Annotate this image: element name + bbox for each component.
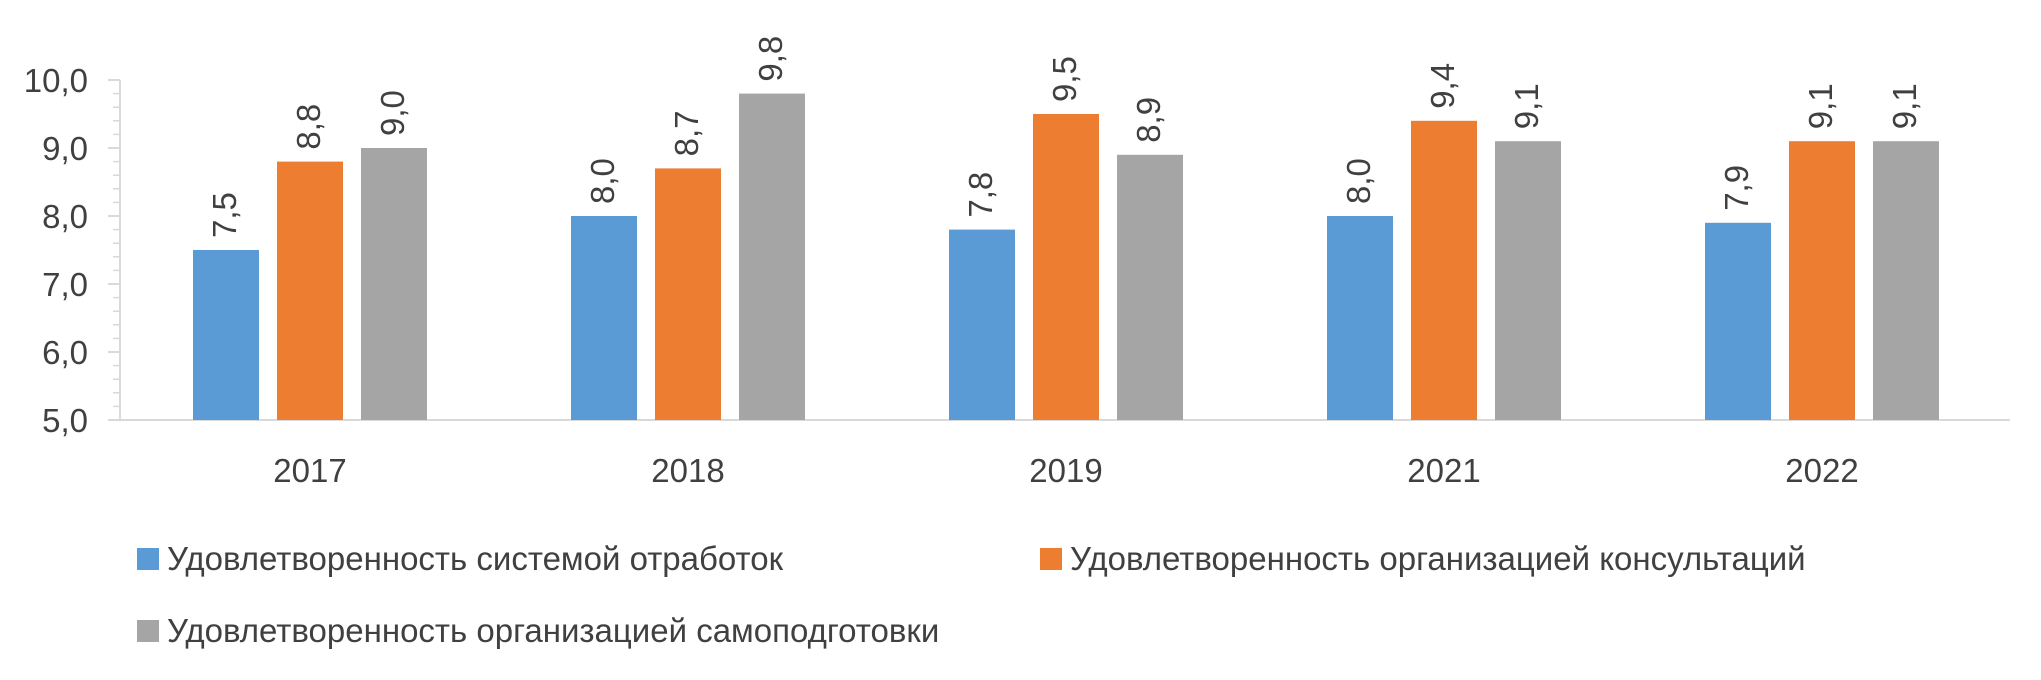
- x-tick-label: 2017: [273, 452, 346, 489]
- bar: [1495, 141, 1561, 420]
- bar: [1705, 222, 1771, 420]
- bar: [1117, 154, 1183, 421]
- bar: [1873, 141, 1939, 420]
- x-tick-label: 2022: [1785, 452, 1858, 489]
- data-label: 7,8: [962, 172, 999, 218]
- y-tick-label: 8,0: [42, 198, 88, 235]
- data-label: 8,0: [584, 158, 621, 204]
- data-label: 7,9: [1718, 165, 1755, 211]
- bars: [193, 93, 1939, 421]
- y-axis: 5,0 6,0 7,0 8,0 9,0 10,0: [24, 62, 121, 439]
- bar: [277, 161, 343, 420]
- bar: [571, 216, 637, 420]
- data-label: 9,8: [752, 36, 789, 82]
- y-tick-label: 9,0: [42, 130, 88, 167]
- x-tick-label: 2019: [1029, 452, 1102, 489]
- bar: [655, 168, 721, 420]
- data-labels: 7,5 8,8 9,0 8,0 8,7 9,8 7,8 9,5 8,9 8,0 9,4 9,1 7,9 9…: [206, 36, 1923, 238]
- x-tick-label: 2018: [651, 452, 724, 489]
- y-tick-label: 10,0: [24, 62, 88, 99]
- data-label: 9,5: [1046, 56, 1083, 102]
- data-label: 9,1: [1886, 83, 1923, 129]
- data-label: 9,1: [1802, 83, 1839, 129]
- bar: [361, 148, 427, 420]
- bar: [1033, 114, 1099, 420]
- data-label: 8,9: [1130, 97, 1167, 143]
- data-label: 8,0: [1340, 158, 1377, 204]
- bar: [739, 93, 805, 420]
- x-axis: 2017 2018 2019 2021 2022: [120, 419, 2010, 489]
- x-tick-label: 2021: [1407, 452, 1480, 489]
- bar: [1411, 120, 1477, 421]
- bar: [1789, 141, 1855, 420]
- data-label: 8,8: [290, 104, 327, 150]
- y-tick-label: 5,0: [42, 402, 88, 439]
- data-label: 8,7: [668, 111, 705, 157]
- data-label: 9,4: [1424, 63, 1461, 109]
- bar: [949, 229, 1015, 420]
- y-tick-label: 6,0: [42, 334, 88, 371]
- bar: [1327, 216, 1393, 420]
- data-label: 7,5: [206, 192, 243, 238]
- bar: [193, 250, 259, 420]
- data-label: 9,0: [374, 90, 411, 136]
- y-tick-label: 7,0: [42, 266, 88, 303]
- data-label: 9,1: [1508, 83, 1545, 129]
